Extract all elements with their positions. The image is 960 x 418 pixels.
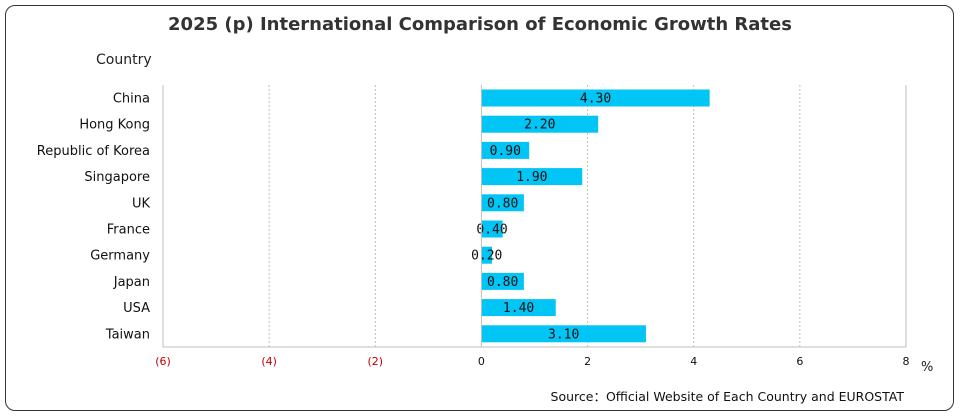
bar	[481, 246, 493, 264]
category-label: Japan	[113, 275, 150, 290]
bar	[481, 115, 599, 133]
data-label: 4.30	[580, 92, 611, 107]
category-label: Singapore	[84, 170, 150, 185]
category-label: Taiwan	[105, 327, 150, 342]
data-label: 1.90	[516, 170, 547, 185]
x-tick-label: (6)	[155, 355, 171, 368]
x-tick-label: 0	[478, 355, 485, 368]
bar	[481, 168, 583, 186]
x-tick-label: 4	[690, 355, 697, 368]
data-label: 0.20	[471, 249, 502, 264]
data-label: 0.80	[487, 275, 518, 290]
source-note: Source：Official Website of Each Country …	[550, 389, 904, 404]
category-label: UK	[132, 196, 151, 211]
x-tick-label: (2)	[367, 355, 383, 368]
chart-title: 2025 (p) International Comparison of Eco…	[168, 14, 792, 35]
category-label: Republic of Korea	[37, 144, 150, 159]
category-label: France	[107, 223, 150, 238]
x-axis-unit: %	[921, 360, 934, 375]
x-tick-label: 8	[903, 355, 910, 368]
x-tick-label: (4)	[261, 355, 277, 368]
category-label: USA	[123, 301, 150, 316]
bar	[481, 272, 524, 290]
x-tick-label: 6	[796, 355, 803, 368]
data-label: 0.40	[476, 223, 507, 238]
bar	[481, 194, 524, 212]
data-label: 2.20	[524, 118, 555, 133]
bar	[481, 325, 646, 343]
bar	[481, 141, 530, 159]
category-label: Hong Kong	[79, 118, 150, 133]
y-axis-title: Country	[96, 52, 152, 68]
category-label: Germany	[90, 249, 150, 264]
bar	[481, 89, 710, 107]
data-label: 1.40	[503, 301, 534, 316]
data-label: 0.90	[490, 144, 521, 159]
data-label: 0.80	[487, 196, 518, 211]
data-label: 3.10	[548, 327, 579, 342]
category-label: China	[113, 92, 150, 107]
bar	[481, 220, 503, 238]
bar	[481, 299, 556, 317]
x-tick-label: 2	[584, 355, 591, 368]
